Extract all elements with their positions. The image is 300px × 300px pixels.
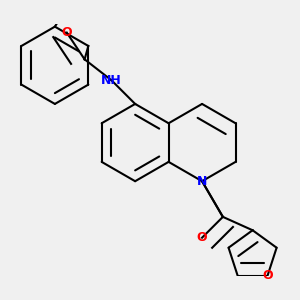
Text: O: O: [262, 269, 273, 283]
Text: N: N: [197, 175, 207, 188]
Text: O: O: [197, 231, 207, 244]
Text: O: O: [61, 26, 72, 39]
Text: NH: NH: [101, 74, 122, 87]
